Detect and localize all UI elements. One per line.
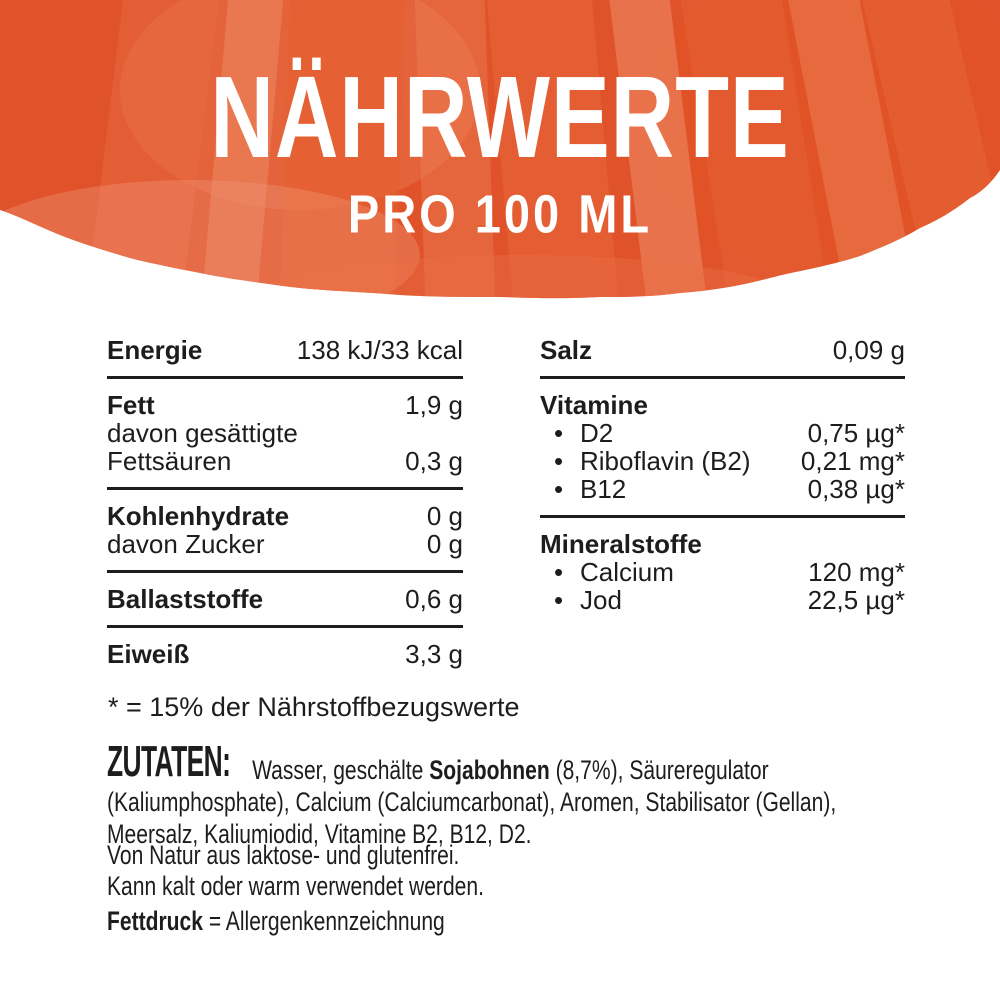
divider (540, 376, 905, 379)
note-usage: Kann kalt oder warm verwendet werden. (107, 871, 484, 901)
page-subtitle: PRO 100 ML (347, 183, 653, 245)
ingredients-heading: ZUTATEN: (107, 737, 231, 786)
page-title: NÄHRWERTE (210, 51, 790, 182)
ingredients-section: ZUTATEN: Wasser, geschälte Sojabohnen (8… (107, 740, 907, 850)
divider (107, 487, 463, 490)
allergen-legend-rest: = Allergenkennzeichnung (202, 906, 445, 936)
nutrient-value: 0,3 g (405, 446, 463, 476)
nutrient-value: 0 g (426, 529, 463, 559)
nutrition-row-b12: • B12 0,38 µg* (540, 475, 905, 503)
nutrition-left-column: Energie 138 kJ/33 kcal Fett 1,9 g davon … (107, 336, 463, 668)
nutrient-value: 22,5 µg* (807, 585, 905, 615)
nutrient-value: 0 g (426, 501, 463, 531)
note-lactose-gluten: Von Natur aus laktose- und glutenfrei. (107, 840, 460, 870)
nutrient-value: 0,38 µg* (807, 474, 905, 504)
nutrient-label: Fett (107, 390, 155, 420)
section-heading-vitamine: Vitamine (540, 390, 648, 420)
nutrient-label: Kohlenhydrate (107, 501, 290, 531)
nutrient-label: davon Zucker (107, 529, 265, 559)
nutrient-label: Eiweiß (107, 639, 190, 669)
nutrient-value: 0,75 µg* (807, 418, 905, 448)
nutrient-label: Energie (107, 335, 203, 365)
nutrient-label: Salz (540, 335, 593, 365)
nutrition-row-eiweiss: Eiweiß 3,3 g (107, 640, 463, 668)
nutrition-row-kohlenhydrate: Kohlenhydrate 0 g (107, 502, 463, 530)
divider (107, 570, 463, 573)
divider (540, 515, 905, 518)
nutrient-label: davon gesättigte (107, 418, 298, 448)
nutrient-label: Fettsäuren (107, 446, 232, 476)
section-heading-mineralstoffe: Mineralstoffe (540, 529, 702, 559)
ingredients-allergen: Sojabohnen (429, 755, 550, 785)
nutrition-row-ballaststoffe: Ballaststoffe 0,6 g (107, 585, 463, 613)
header-banner: NÄHRWERTE PRO 100 ML (0, 0, 1000, 335)
nutrition-right-column: Salz 0,09 g Vitamine • D2 0,75 µg* • Rib… (540, 336, 905, 614)
reference-footnote: * = 15% der Nährstoffbezugswerte (108, 692, 520, 722)
ingredients-text: Wasser, geschälte Sojabohnen (8,7%), Säu… (107, 746, 907, 850)
nutrient-label: B12 (580, 474, 627, 504)
nutrient-value: 3,3 g (405, 639, 463, 669)
nutrient-value: 138 kJ/33 kcal (296, 335, 463, 365)
bullet-icon: • (554, 474, 564, 504)
nutrient-value: 0,6 g (405, 584, 463, 614)
allergen-legend: Fettdruck = Allergenkennzeichnung (107, 906, 907, 937)
notes-section: Von Natur aus laktose- und glutenfrei. K… (107, 840, 907, 937)
nutrient-value: 120 mg* (808, 557, 905, 587)
nutrition-row-fettsaeuren: Fettsäuren 0,3 g (107, 447, 463, 475)
nutrition-row-energie: Energie 138 kJ/33 kcal (107, 336, 463, 364)
nutrient-value: 0,09 g (832, 335, 905, 365)
nutrition-row-jod: • Jod 22,5 µg* (540, 586, 905, 614)
nutrient-value: 1,9 g (405, 390, 463, 420)
bullet-icon: • (554, 557, 564, 587)
bullet-icon: • (554, 418, 564, 448)
nutrition-row-salz: Salz 0,09 g (540, 336, 905, 364)
divider (107, 376, 463, 379)
bullet-icon: • (554, 585, 564, 615)
ingredients-part1: Wasser, geschälte (252, 755, 430, 785)
nutrient-label: D2 (580, 418, 614, 448)
nutrient-label: Calcium (580, 557, 674, 587)
brush-blob-graphic (0, 0, 1000, 299)
nutrient-label: Jod (580, 585, 622, 615)
ingredients-part2: (8,7%), Säureregulator (Kaliumphosphate)… (107, 755, 837, 849)
nutrient-label: Riboflavin (B2) (580, 446, 751, 476)
nutrition-row-fett: Fett 1,9 g (107, 391, 463, 419)
divider (107, 625, 463, 628)
bullet-icon: • (554, 446, 564, 476)
nutrition-row-riboflavin: • Riboflavin (B2) 0,21 mg* (540, 447, 905, 475)
allergen-legend-term: Fettdruck (107, 906, 203, 936)
nutrition-row-d2: • D2 0,75 µg* (540, 419, 905, 447)
nutrient-label: Ballaststoffe (107, 584, 264, 614)
nutrition-row-zucker: davon Zucker 0 g (107, 530, 463, 558)
nutrient-value: 0,21 mg* (800, 446, 905, 476)
nutrition-row-calcium: • Calcium 120 mg* (540, 558, 905, 586)
nutrition-row-gesaettigte: davon gesättigte (107, 419, 463, 447)
